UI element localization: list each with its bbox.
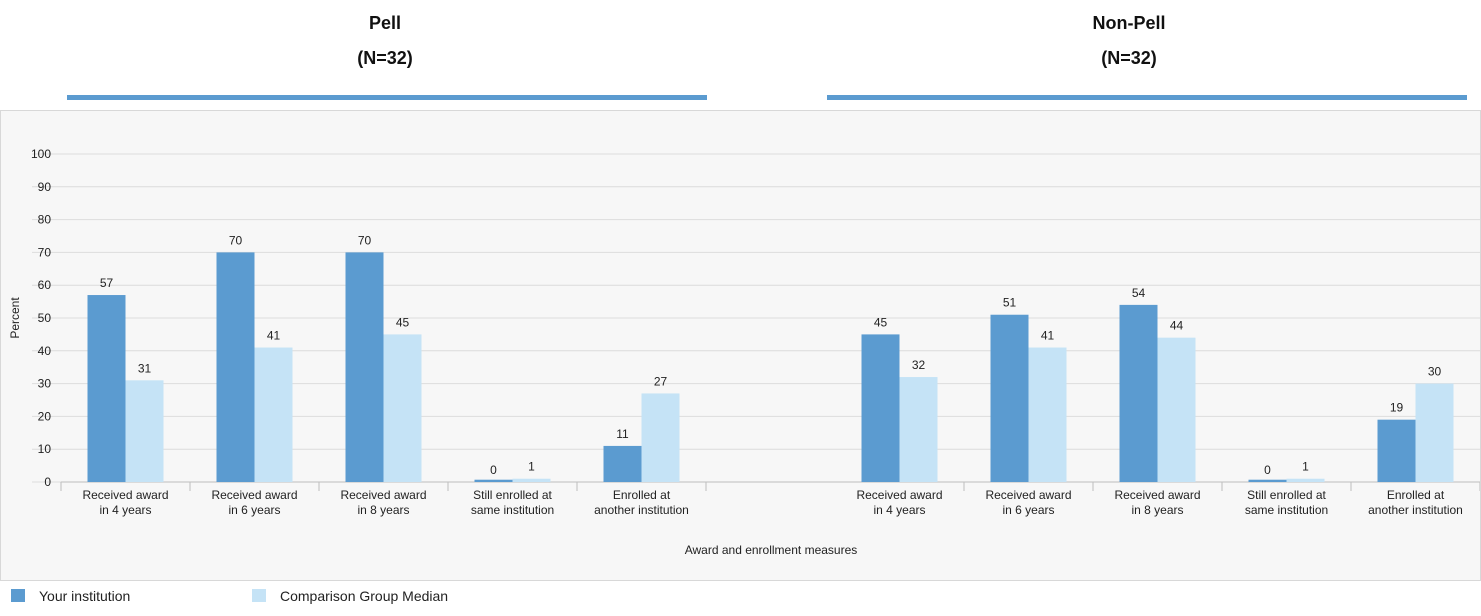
x-axis-label: Award and enrollment measures — [685, 543, 858, 557]
bar-chart: 0102030405060708090100Percent5731Receive… — [8, 147, 1480, 557]
x-tick-label-6-line2: in 4 years — [873, 503, 925, 517]
chart-area: 0 10 20 30 40 50 60 70 80 90 100 Percent 57 31 Receive… — [0, 110, 1481, 581]
y-tick-label-70: 70 — [38, 245, 52, 259]
y-tick-label-10: 10 — [38, 442, 52, 456]
x-tick-label-4-line1: Enrolled at — [613, 488, 671, 502]
legend-label-comparison-median: Comparison Group Median — [280, 588, 449, 604]
value-label-1-3: 1 — [528, 460, 535, 474]
value-label-0-1: 70 — [229, 233, 243, 247]
x-tick-label-7-line1: Received award — [985, 488, 1071, 502]
bar-1-2 — [383, 334, 422, 482]
pell-group-count: (N=32) — [357, 48, 413, 68]
value-label-1-9: 1 — [1302, 460, 1309, 474]
value-label-1-10: 30 — [1428, 365, 1442, 379]
pell-group-name: Pell — [368, 13, 402, 33]
bar-0-8 — [1119, 304, 1158, 482]
bar-1-0 — [125, 380, 164, 482]
bar-1-8 — [1157, 337, 1196, 482]
x-tick-label-9-line1: Still enrolled at — [1247, 488, 1326, 502]
y-tick-label-0: 0 — [44, 475, 51, 489]
value-label-0-8: 54 — [1132, 286, 1146, 300]
bar-1-9 — [1286, 478, 1325, 482]
pell-group-rule — [67, 95, 707, 100]
y-tick-label-30: 30 — [38, 377, 52, 391]
pell-group-title: Pell (N=32) — [185, 6, 585, 76]
bar-1-4 — [641, 393, 680, 482]
bar-1-10 — [1415, 383, 1454, 482]
value-label-1-7: 41 — [1041, 329, 1055, 343]
x-tick-label-0-line1: Received award — [82, 488, 168, 502]
y-axis-label: Percent — [8, 297, 22, 339]
nonpell-group-title: Non-Pell (N=32) — [929, 6, 1329, 76]
nonpell-group-count: (N=32) — [1101, 48, 1157, 68]
value-label-0-4: 11 — [616, 427, 629, 441]
x-tick-label-1-line1: Received award — [211, 488, 297, 502]
nonpell-group-rule — [827, 95, 1467, 100]
value-label-1-4: 27 — [654, 374, 668, 388]
value-label-1-0: 31 — [138, 361, 152, 375]
bar-0-1 — [216, 252, 255, 482]
legend-swatch-comparison-median — [252, 589, 266, 602]
bar-0-6 — [861, 334, 900, 482]
bar-1-3 — [512, 478, 551, 482]
bar-1-7 — [1028, 347, 1067, 482]
x-tick-label-9-line2: same institution — [1245, 503, 1328, 517]
x-tick-label-6-line1: Received award — [856, 488, 942, 502]
x-tick-label-2-line2: in 8 years — [357, 503, 409, 517]
value-label-0-0: 57 — [100, 276, 114, 290]
x-tick-label-2-line1: Received award — [340, 488, 426, 502]
legend-item-comparison-median: Comparison Group Median — [252, 588, 448, 604]
value-label-1-6: 32 — [912, 358, 926, 372]
x-tick-label-10-line1: Enrolled at — [1387, 488, 1445, 502]
legend-swatch-your-institution — [11, 589, 25, 602]
x-tick-label-7-line2: in 6 years — [1002, 503, 1054, 517]
x-tick-label-10-line2: another institution — [1368, 503, 1463, 517]
value-label-0-2: 70 — [358, 233, 372, 247]
x-tick-label-4-line2: another institution — [594, 503, 689, 517]
y-tick-label-40: 40 — [38, 344, 52, 358]
bar-1-1 — [254, 347, 293, 482]
bar-0-3 — [474, 479, 513, 482]
value-label-0-10: 19 — [1390, 401, 1404, 415]
value-label-1-8: 44 — [1170, 319, 1184, 333]
y-tick-label-90: 90 — [38, 180, 52, 194]
x-tick-label-8-line1: Received award — [1114, 488, 1200, 502]
y-tick-label-50: 50 — [38, 311, 52, 325]
y-tick-label-20: 20 — [38, 409, 52, 423]
y-tick-label-60: 60 — [38, 278, 52, 292]
bar-0-4 — [603, 445, 642, 482]
value-label-1-2: 45 — [396, 315, 410, 329]
value-label-0-9: 0 — [1264, 463, 1271, 477]
bar-0-2 — [345, 252, 384, 482]
nonpell-group-name: Non-Pell — [1092, 13, 1166, 33]
bar-1-6 — [899, 377, 938, 482]
x-tick-label-1-line2: in 6 years — [228, 503, 280, 517]
value-label-0-6: 45 — [874, 315, 888, 329]
bar-0-0 — [87, 295, 126, 482]
value-label-0-3: 0 — [490, 463, 497, 477]
bar-0-10 — [1377, 419, 1416, 482]
y-tick-label-100: 100 — [31, 147, 51, 161]
x-tick-label-8-line2: in 8 years — [1131, 503, 1183, 517]
legend-item-your-institution: Your institution — [11, 588, 130, 604]
legend: Your institution Comparison Group Median — [0, 580, 1481, 616]
y-tick-label-80: 80 — [38, 213, 52, 227]
x-tick-label-3-line1: Still enrolled at — [473, 488, 552, 502]
legend-label-your-institution: Your institution — [39, 588, 131, 604]
value-label-1-1: 41 — [267, 329, 281, 343]
bar-0-9 — [1248, 479, 1287, 482]
bar-0-7 — [990, 314, 1029, 482]
x-tick-label-3-line2: same institution — [471, 503, 554, 517]
value-label-0-7: 51 — [1003, 296, 1017, 310]
x-tick-label-0-line2: in 4 years — [99, 503, 151, 517]
